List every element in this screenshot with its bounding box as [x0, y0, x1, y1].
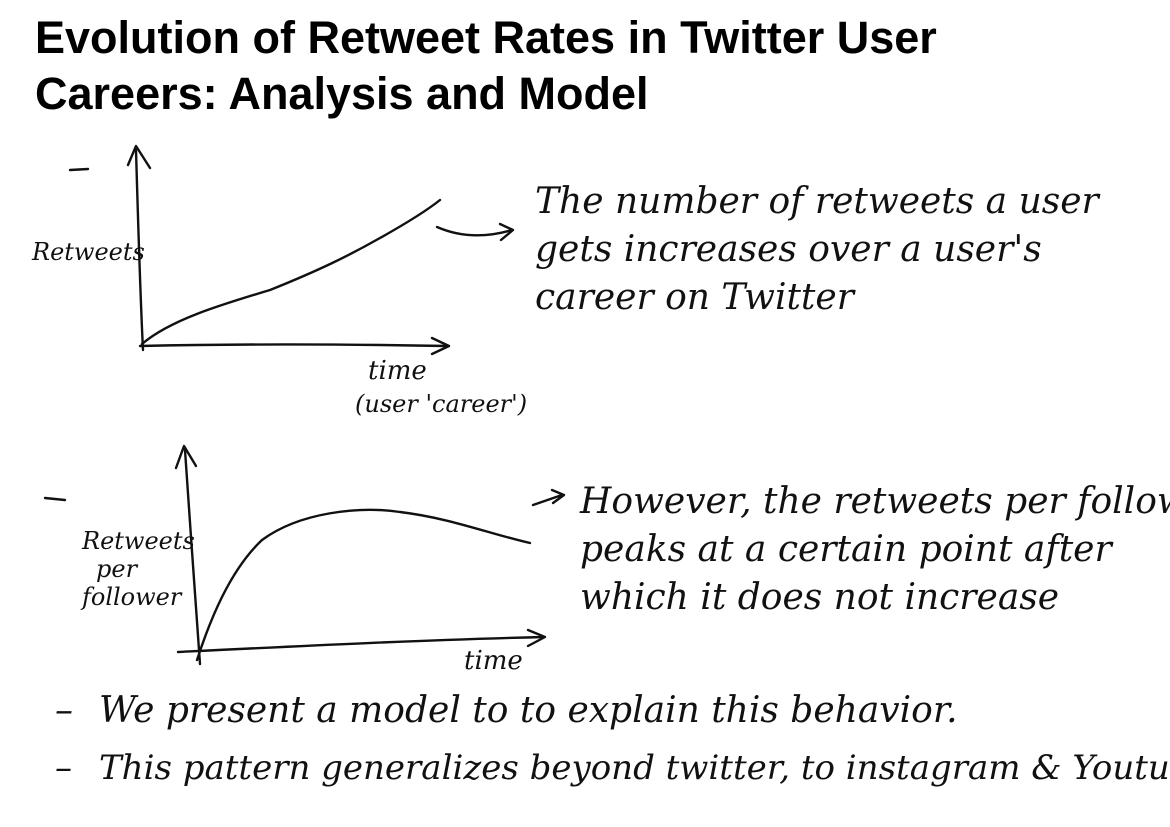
bottom-y-axis-label-line: Retweets: [82, 527, 195, 555]
bottom-x-axis-label: time: [464, 646, 523, 676]
top-annotation-line: gets increases over a user's: [535, 229, 1042, 270]
top-annotation-line: career on Twitter: [535, 277, 854, 318]
top-x-axis-sublabel: (user 'career'): [355, 390, 528, 418]
top-curve-retweets: [140, 198, 442, 346]
top-annotation: The number of retweets a user gets incre…: [535, 178, 1099, 322]
bottom-y-axis-label: Retweets per follower: [82, 527, 195, 611]
bullet-dash: –: [55, 748, 72, 788]
top-pointer-arrow: [435, 225, 514, 237]
top-y-axis: [134, 148, 145, 352]
stray-mark-bottom: [43, 496, 67, 502]
top-y-axis-label: Retweets: [32, 238, 145, 266]
bottom-y-axis-arrow: [174, 444, 198, 470]
top-x-axis: [138, 343, 449, 348]
top-annotation-line: The number of retweets a user: [535, 181, 1099, 222]
bottom-annotation-line: peaks at a certain point after: [580, 529, 1112, 570]
bottom-pointer-arrow: [531, 493, 564, 507]
stray-mark-top: [68, 167, 90, 172]
top-pointer-arrowhead: [498, 222, 515, 242]
bottom-annotation-line: However, the retweets per follower: [580, 481, 1170, 522]
bottom-x-axis: [176, 635, 546, 654]
page-title: Evolution of Retweet Rates in Twitter Us…: [35, 10, 1145, 122]
bullet-dash: –: [55, 690, 73, 731]
bottom-annotation: However, the retweets per follower peaks…: [580, 478, 1170, 622]
bottom-annotation-line: which it does not increase: [580, 577, 1060, 618]
bottom-x-axis-arrow: [526, 628, 547, 648]
bottom-curve-retweets-per-follower: [195, 508, 532, 662]
bottom-y-axis: [183, 448, 202, 666]
bottom-y-axis-label-line: follower: [82, 583, 182, 611]
title-line-2: Careers: Analysis and Model: [35, 68, 649, 119]
bottom-pointer-arrowhead: [550, 488, 566, 505]
title-line-1: Evolution of Retweet Rates in Twitter Us…: [35, 12, 937, 63]
bottom-y-axis-label-line: per: [96, 555, 138, 583]
top-y-axis-arrow: [126, 144, 152, 170]
bullet-text: We present a model to to explain this be…: [99, 690, 958, 731]
bullet-item: – This pattern generalizes beyond twitter…: [55, 748, 1170, 788]
top-x-axis-label: time: [368, 356, 427, 386]
bullet-text: This pattern generalizes beyond twitter,…: [99, 748, 1170, 788]
top-x-axis-arrow: [430, 336, 451, 356]
bullet-item: – We present a model to to explain this b…: [55, 690, 958, 731]
